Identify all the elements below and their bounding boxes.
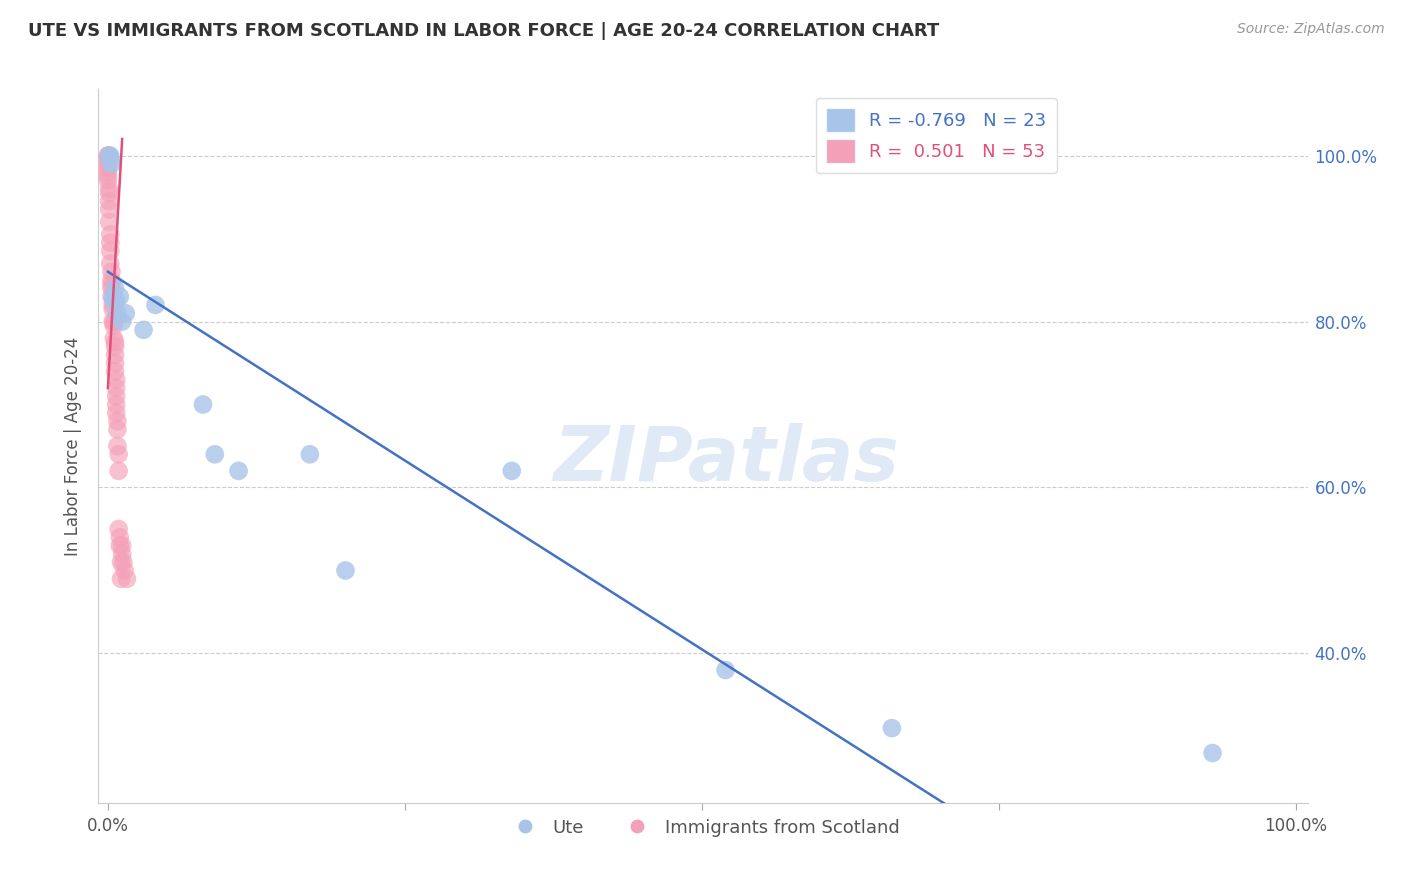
Point: [97, 148, 120, 162]
Point: [98, 148, 121, 162]
Point: [98, 148, 121, 162]
Point: [97, 148, 120, 162]
Point: [108, 539, 131, 553]
Point: [107, 464, 129, 478]
Point: [191, 397, 214, 411]
Point: [104, 364, 127, 378]
Point: [104, 335, 127, 350]
Point: [111, 314, 134, 328]
Point: [98, 256, 121, 270]
Point: [97, 165, 120, 179]
Point: [108, 290, 131, 304]
Point: [104, 281, 127, 295]
Text: ZIPatlas: ZIPatlas: [554, 424, 900, 497]
Point: [107, 422, 129, 436]
Point: [880, 721, 903, 735]
Point: [107, 447, 129, 461]
Point: [98, 182, 121, 196]
Point: [110, 555, 132, 569]
Point: [714, 663, 737, 677]
Point: [100, 277, 122, 292]
Point: [112, 555, 135, 569]
Point: [132, 323, 155, 337]
Point: [97, 157, 120, 171]
Point: [105, 293, 128, 308]
Point: [100, 273, 122, 287]
Point: [107, 522, 129, 536]
Point: [98, 227, 121, 242]
Point: [103, 293, 125, 308]
Point: [98, 244, 121, 258]
Point: [105, 397, 128, 411]
Point: [98, 235, 121, 250]
Point: [108, 530, 131, 544]
Point: [107, 306, 129, 320]
Point: [103, 331, 125, 345]
Text: UTE VS IMMIGRANTS FROM SCOTLAND IN LABOR FORCE | AGE 20-24 CORRELATION CHART: UTE VS IMMIGRANTS FROM SCOTLAND IN LABOR…: [28, 22, 939, 40]
Point: [501, 464, 523, 478]
Point: [228, 464, 250, 478]
Point: [101, 314, 124, 328]
Text: Source: ZipAtlas.com: Source: ZipAtlas.com: [1237, 22, 1385, 37]
Point: [101, 298, 124, 312]
Y-axis label: In Labor Force | Age 20-24: In Labor Force | Age 20-24: [65, 336, 83, 556]
Point: [114, 564, 136, 578]
Point: [110, 572, 132, 586]
Point: [101, 290, 124, 304]
Point: [1201, 746, 1223, 760]
Point: [105, 373, 128, 387]
Point: [98, 153, 121, 167]
Point: [104, 356, 127, 370]
Point: [105, 381, 128, 395]
Point: [97, 173, 120, 187]
Point: [114, 306, 136, 320]
Point: [98, 215, 121, 229]
Point: [100, 290, 122, 304]
Point: [335, 564, 357, 578]
Point: [98, 194, 121, 209]
Point: [97, 153, 120, 167]
Point: [98, 202, 121, 217]
Point: [100, 265, 122, 279]
Legend: Ute, Immigrants from Scotland: Ute, Immigrants from Scotland: [499, 812, 907, 844]
Point: [98, 186, 121, 200]
Point: [97, 169, 120, 184]
Point: [100, 157, 122, 171]
Point: [105, 406, 128, 420]
Point: [104, 348, 127, 362]
Point: [111, 539, 134, 553]
Point: [107, 439, 129, 453]
Point: [104, 339, 127, 353]
Point: [97, 161, 120, 175]
Point: [111, 547, 134, 561]
Point: [100, 281, 122, 295]
Point: [107, 414, 129, 428]
Point: [103, 314, 125, 328]
Point: [298, 447, 321, 461]
Point: [115, 572, 138, 586]
Point: [105, 389, 128, 403]
Point: [145, 298, 167, 312]
Point: [204, 447, 226, 461]
Point: [103, 318, 125, 333]
Point: [101, 302, 124, 317]
